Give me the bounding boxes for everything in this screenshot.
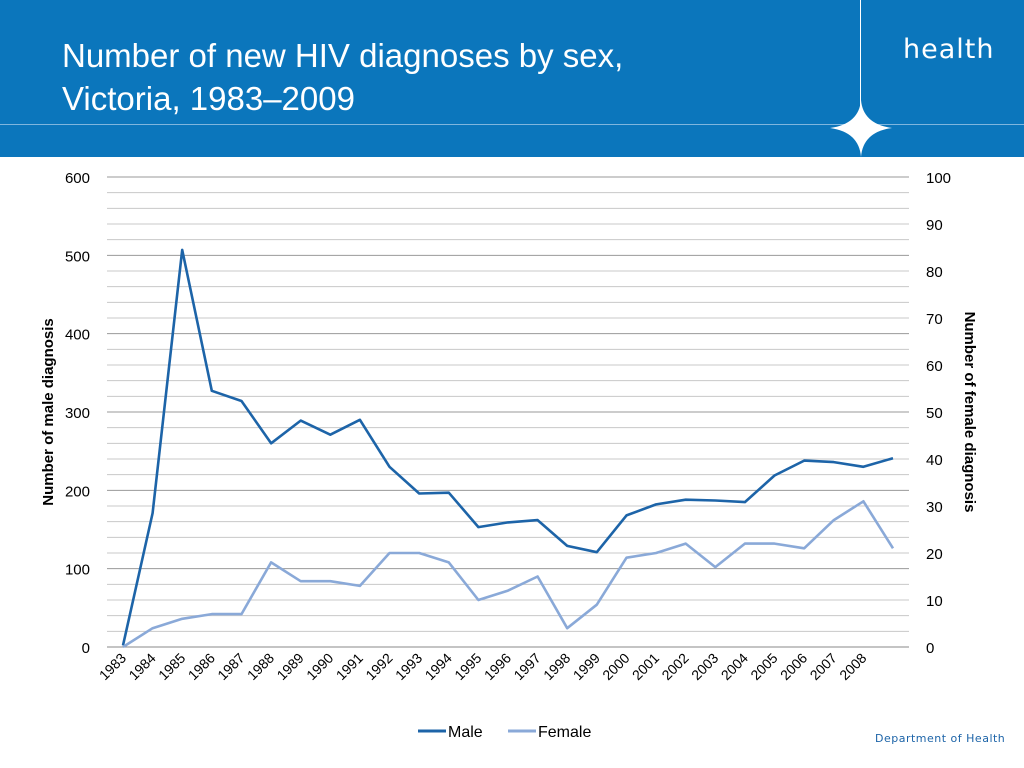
x-tick-label: 1991 xyxy=(333,650,366,683)
right-tick-label: 100 xyxy=(926,170,951,187)
legend: Male Female xyxy=(418,724,591,741)
x-tick-label: 2001 xyxy=(629,650,662,683)
y-axis-label: Number of male diagnosis xyxy=(40,318,57,506)
right-axis-ticks: 0 10 20 30 40 50 60 70 80 90 100 xyxy=(926,170,951,657)
x-tick-label: 2002 xyxy=(658,650,691,683)
right-tick-label: 70 xyxy=(926,311,943,328)
left-tick-label: 0 xyxy=(82,640,90,657)
x-axis-tick-labels: 1983198419851986198719881989199019911992… xyxy=(96,650,870,683)
left-axis-ticks: 0 100 200 300 400 500 600 xyxy=(65,170,90,657)
title-line-1: Number of new HIV diagnoses by sex, xyxy=(62,37,624,74)
x-tick-label: 1994 xyxy=(422,650,455,683)
right-tick-label: 10 xyxy=(926,593,943,610)
health-brand: health xyxy=(903,34,995,65)
x-tick-label: 1989 xyxy=(273,650,306,683)
right-tick-label: 80 xyxy=(926,264,943,281)
left-tick-label: 400 xyxy=(65,327,90,344)
y2-axis-label: Number of female diagnosis xyxy=(961,312,978,513)
x-tick-label: 1984 xyxy=(125,650,158,683)
x-tick-label: 1996 xyxy=(481,650,514,683)
x-tick-label: 1993 xyxy=(392,650,425,683)
star-icon xyxy=(830,100,892,157)
title-line-2: Victoria, 1983–2009 xyxy=(62,80,355,117)
legend-label-male: Male xyxy=(448,724,483,741)
series-line-female xyxy=(122,499,895,649)
x-tick-label: 2005 xyxy=(747,650,780,683)
hiv-line-chart: 0 100 200 300 400 500 600 0 10 20 30 40 50 60 70 80 90 1… xyxy=(40,170,978,741)
gridlines xyxy=(107,176,909,632)
header-banner: Number of new HIV diagnoses by sex, Vict… xyxy=(0,0,1024,157)
x-tick-label: 2008 xyxy=(836,650,869,683)
right-tick-label: 40 xyxy=(926,452,943,469)
x-tick-label: 1985 xyxy=(155,650,188,683)
series-line-male xyxy=(121,248,894,646)
department-of-health-logo-text: Department of Health xyxy=(875,732,1006,745)
x-tick-label: 1999 xyxy=(570,650,603,683)
x-tick-label: 2003 xyxy=(688,650,721,683)
x-tick-label: 2000 xyxy=(599,650,632,683)
right-tick-label: 50 xyxy=(926,405,943,422)
brand-divider-line xyxy=(860,0,861,110)
right-tick-label: 30 xyxy=(926,499,943,516)
left-tick-label: 300 xyxy=(65,405,90,422)
x-tick-label: 2007 xyxy=(807,650,840,683)
x-tick-label: 1983 xyxy=(96,650,129,683)
right-tick-label: 0 xyxy=(926,640,934,657)
x-tick-label: 1986 xyxy=(185,650,218,683)
left-tick-label: 600 xyxy=(65,170,90,187)
left-tick-label: 500 xyxy=(65,248,90,265)
series-lines xyxy=(121,248,895,649)
left-tick-label: 200 xyxy=(65,483,90,500)
x-tick-label: 1988 xyxy=(244,650,277,683)
x-tick-label: 2004 xyxy=(718,650,751,683)
header-rule xyxy=(0,124,1024,125)
x-tick-label: 1995 xyxy=(451,650,484,683)
x-tick-label: 1992 xyxy=(362,650,395,683)
x-tick-label: 2006 xyxy=(777,650,810,683)
left-tick-label: 100 xyxy=(65,562,90,579)
right-tick-label: 90 xyxy=(926,217,943,234)
x-tick-label: 1997 xyxy=(510,650,543,683)
right-tick-label: 60 xyxy=(926,358,943,375)
slide-title: Number of new HIV diagnoses by sex, Vict… xyxy=(62,34,623,120)
legend-label-female: Female xyxy=(538,724,591,741)
right-tick-label: 20 xyxy=(926,546,943,563)
x-tick-label: 1998 xyxy=(540,650,573,683)
x-tick-label: 1990 xyxy=(303,650,336,683)
x-tick-label: 1987 xyxy=(214,650,247,683)
